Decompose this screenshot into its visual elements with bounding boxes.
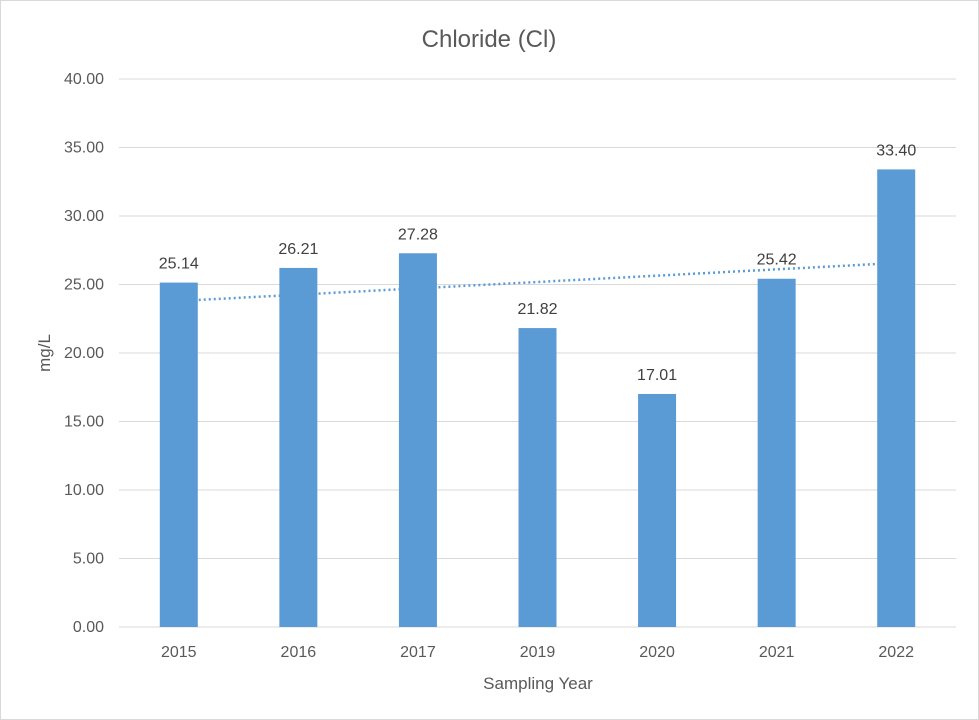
x-tick-label: 2020: [639, 644, 675, 661]
y-axis-title: mg/L: [35, 334, 54, 372]
y-tick-label: 20.00: [64, 345, 104, 362]
bar: [518, 328, 557, 627]
bar: [638, 393, 677, 627]
y-tick-label: 10.00: [64, 482, 104, 499]
y-axis-ticks: 0.00 5.00 10.00 15.00 20.00 25.00 30.00 35.00 40…: [64, 71, 104, 636]
bar: [877, 169, 916, 628]
x-tick-label: 2015: [161, 644, 197, 661]
x-axis-title: Sampling Year: [483, 674, 593, 693]
x-axis-ticks: 2015 2016 2017 2019 2020 2021 2022: [161, 644, 914, 661]
data-label: 17.01: [637, 367, 677, 384]
bar: [159, 282, 198, 627]
bar: [757, 278, 796, 627]
bars: [159, 169, 916, 628]
data-label: 21.82: [517, 301, 557, 318]
y-tick-label: 25.00: [64, 277, 104, 294]
y-tick-label: 0.00: [73, 619, 104, 636]
data-label: 25.14: [159, 256, 199, 273]
x-tick-label: 2016: [281, 644, 317, 661]
y-tick-label: 35.00: [64, 140, 104, 157]
y-tick-label: 40.00: [64, 71, 104, 88]
x-tick-label: 2017: [400, 644, 436, 661]
data-label: 26.21: [278, 241, 318, 258]
y-tick-label: 30.00: [64, 208, 104, 225]
data-label: 33.40: [876, 142, 916, 159]
x-tick-label: 2021: [759, 644, 795, 661]
chart-title: Chloride (Cl): [422, 26, 557, 53]
x-tick-label: 2022: [878, 644, 914, 661]
data-labels: 25.14 26.21 27.28 21.82 17.01 25.42 33.40: [159, 142, 917, 384]
y-tick-label: 5.00: [73, 551, 104, 568]
data-label: 27.28: [398, 226, 438, 243]
y-tick-label: 15.00: [64, 414, 104, 431]
x-tick-label: 2019: [520, 644, 556, 661]
data-label: 25.42: [757, 252, 797, 269]
bar: [398, 253, 437, 628]
bar: [279, 267, 318, 627]
